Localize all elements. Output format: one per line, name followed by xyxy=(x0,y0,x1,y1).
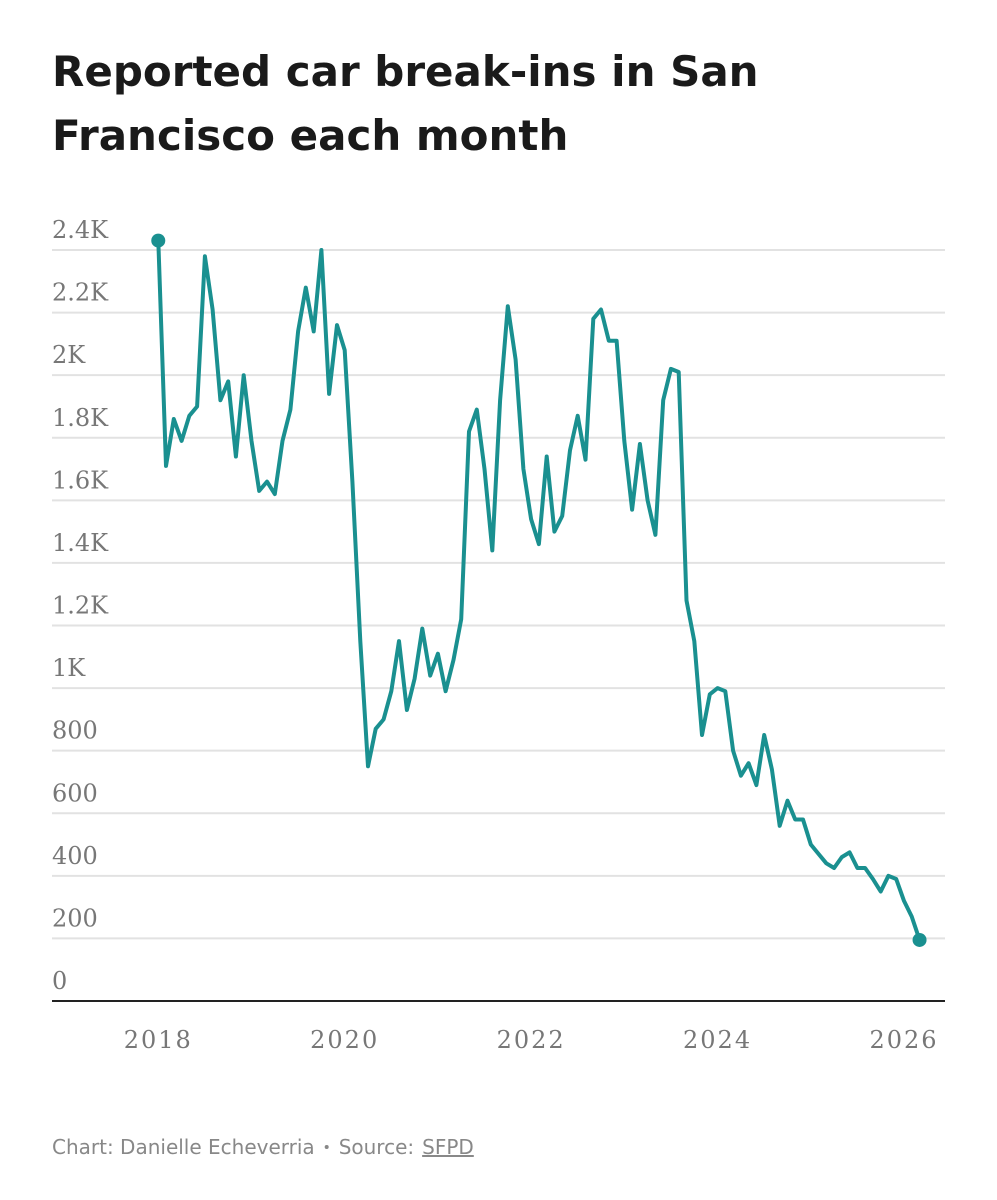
x-tick-label: 2024 xyxy=(683,1026,752,1054)
y-tick-label: 1K xyxy=(52,654,86,682)
y-tick-label: 600 xyxy=(52,779,98,807)
credit: Chart: Danielle Echeverria xyxy=(52,1135,315,1159)
y-tick-label: 400 xyxy=(52,842,98,870)
y-tick-label: 2K xyxy=(52,341,86,369)
x-tick-label: 2026 xyxy=(869,1026,938,1054)
y-tick-label: 800 xyxy=(52,717,98,745)
y-tick-label: 2.4K xyxy=(52,216,109,244)
x-tick-label: 2020 xyxy=(310,1026,379,1054)
data-line xyxy=(156,240,922,941)
y-tick-label: 1.2K xyxy=(52,592,109,620)
y-tick-label: 0 xyxy=(52,967,67,995)
y-tick-label: 1.4K xyxy=(52,529,109,557)
y-tick-label: 200 xyxy=(52,904,98,932)
title-line: Francisco each month xyxy=(52,111,568,160)
y-tick-label: 2.2K xyxy=(52,279,109,307)
title-line: Reported car break-ins in San xyxy=(52,47,759,96)
source-label: Source: xyxy=(339,1135,414,1159)
chart-title: Reported car break-ins in San Francisco e… xyxy=(52,47,759,160)
y-tick-label: 1.6K xyxy=(52,466,109,494)
separator xyxy=(324,1145,329,1149)
footer: Chart: Danielle Echeverria Source: SFPD xyxy=(52,1135,474,1159)
end-point xyxy=(151,233,166,248)
x-tick-label: 2022 xyxy=(497,1026,566,1054)
source-link[interactable]: SFPD xyxy=(422,1135,474,1159)
end-point xyxy=(912,932,927,947)
x-tick-label: 2018 xyxy=(124,1026,193,1054)
y-tick-label: 1.8K xyxy=(52,404,109,432)
